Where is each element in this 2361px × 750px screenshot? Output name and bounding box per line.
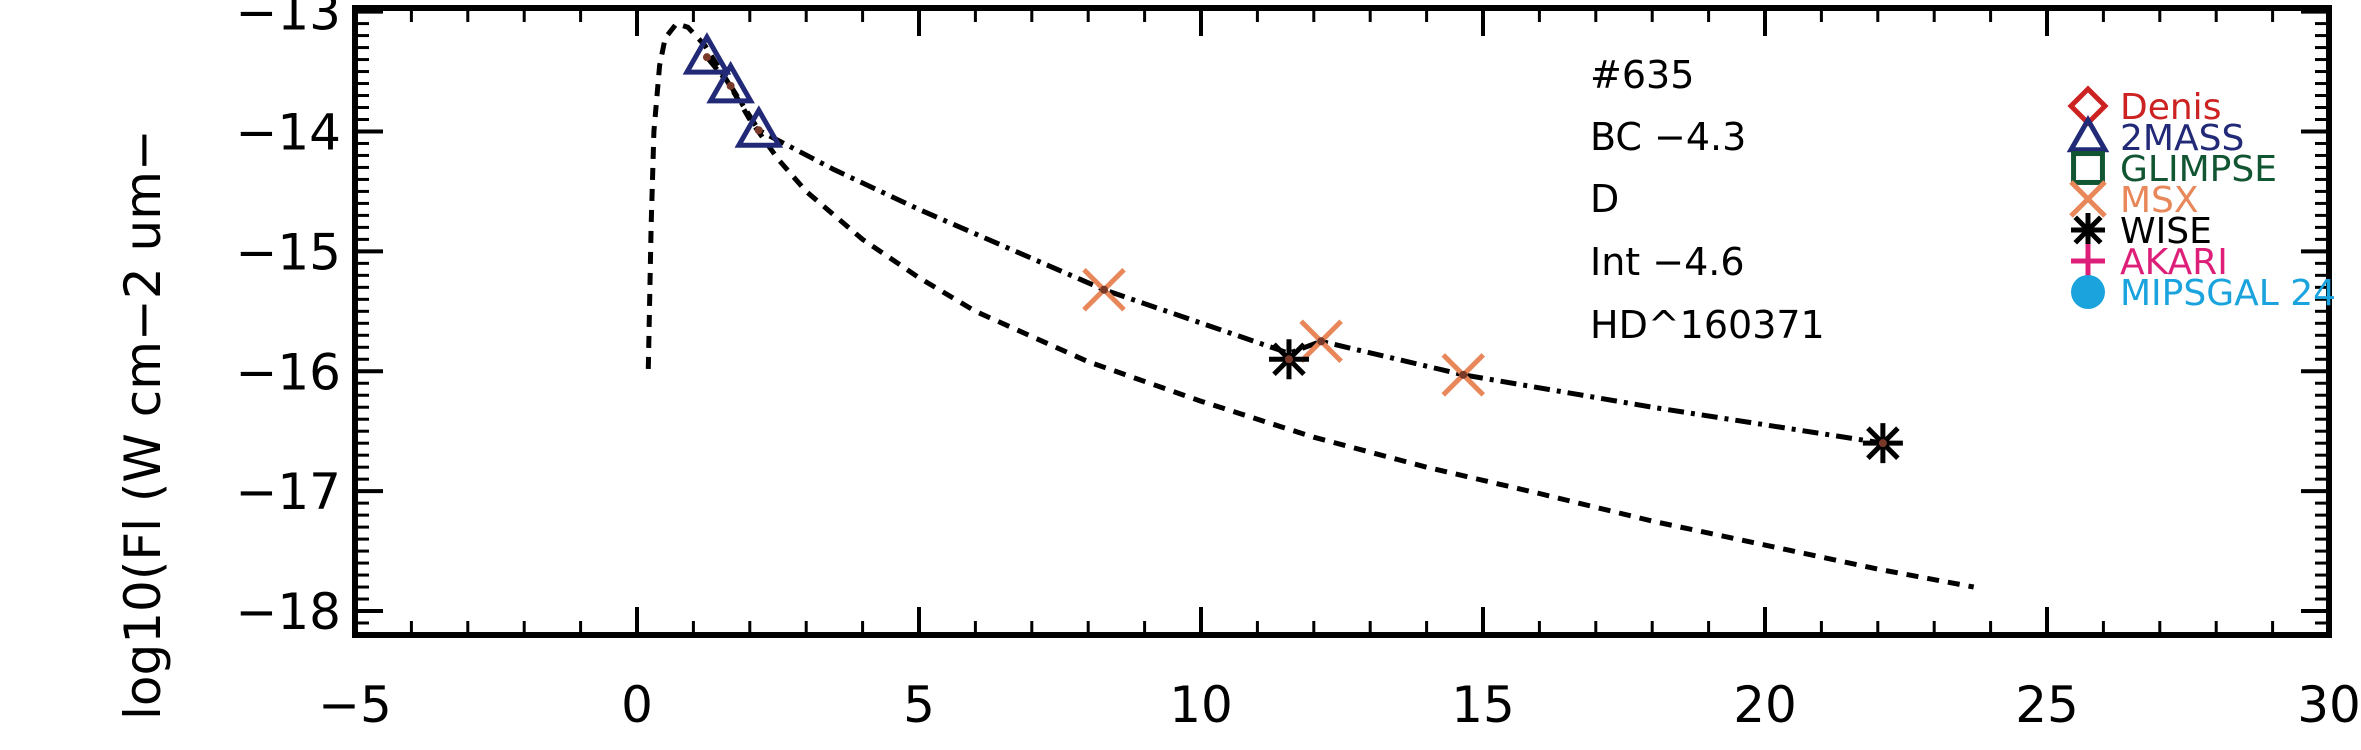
x-tick-label: 0 [621,676,653,734]
annotation-class: D [1590,177,1619,221]
x-ticks: −5 0 5 10 15 20 25 30 [318,8,2361,734]
model-curves [645,20,1975,590]
data-point-2mass [682,32,732,75]
legend-label: GLIMPSE [2120,149,2277,190]
annotation-id: #635 [1590,53,1694,97]
y-tick-label: −14 [235,103,341,161]
model-curve-dash-dot [704,55,1884,446]
legend-label: MSX [2120,180,2199,221]
legend-marker-glimpse [2071,151,2105,185]
legend-label: WISE [2120,211,2212,252]
data-point-center [1459,370,1468,379]
legend-marker-akari [2071,244,2105,278]
y-axis-label: log10(Fl (W cm−2 um− [114,129,172,720]
annotation-int: Int −4.6 [1590,240,1745,284]
x-tick-label: 5 [903,676,935,734]
y-tick-label: −13 [235,0,341,42]
x-tick-label: −5 [318,676,392,734]
data-point-2mass [734,105,784,148]
annotations: #635 BC −4.3 D Int −4.6 HD^160371 [1590,53,1825,347]
y-tick-label: −16 [235,343,341,401]
y-tick-label: −17 [235,463,341,521]
data-point-center [1284,355,1293,364]
y-tick-label: −18 [235,583,341,641]
data-markers [682,32,1903,464]
x-tick-label: 25 [2015,676,2079,734]
data-point-center [1099,285,1108,294]
y-tick-label: −15 [235,223,341,281]
legend-label: 2MASS [2120,118,2244,159]
x-tick-label: 15 [1451,676,1515,734]
data-point-center [1878,439,1887,448]
y-ticks: −18 −17 −16 −15 −14 −13 [235,0,2329,641]
legend-marker-mipsgal-24 [2071,275,2105,309]
x-tick-label: 30 [2297,676,2361,734]
legend-marker-2mass [2066,114,2110,153]
legend-label: MIPSGAL 24 [2120,273,2336,314]
data-point-center [702,53,711,62]
data-point-center [726,81,735,90]
legend-marker-msx [2069,180,2107,218]
data-point-2mass [706,60,755,104]
plot-frame [352,5,2332,638]
data-point-center [1317,337,1326,346]
annotation-bc: BC −4.3 [1590,115,1746,159]
x-tick-label: 20 [1733,676,1797,734]
legend-label: Denis [2120,87,2221,128]
x-tick-label: 10 [1169,676,1233,734]
annotation-star: HD^160371 [1590,303,1825,347]
data-point-center [754,126,763,135]
model-curve-dashed [645,20,1975,590]
legend-label: AKARI [2120,242,2228,283]
legend-marker-wise [2071,213,2105,247]
